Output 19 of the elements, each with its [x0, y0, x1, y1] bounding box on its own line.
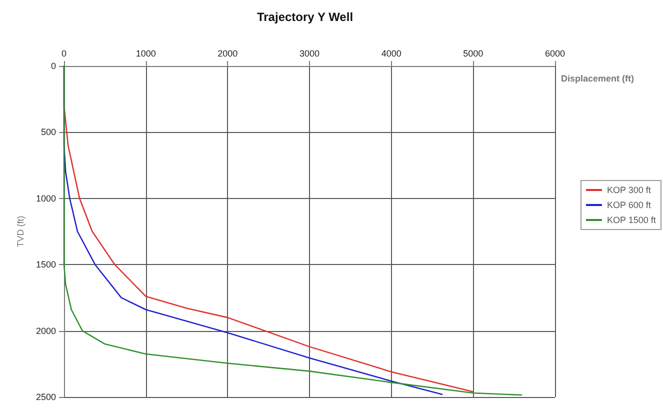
- x-tick-label: 1000: [136, 48, 156, 58]
- y-axis-title: TVD (ft): [16, 216, 26, 248]
- y-tick-label: 0: [50, 61, 56, 71]
- y-tick-label: 1000: [36, 193, 56, 204]
- x-tick-label: 2000: [218, 48, 238, 58]
- y-tick-label: 500: [40, 127, 56, 138]
- chart-title: Trajectory Y Well: [256, 10, 354, 24]
- x-tick-label: 5000: [463, 48, 484, 58]
- legend-label: KOP 600 ft: [606, 200, 652, 210]
- legend-label: KOP 300 ft: [606, 185, 652, 195]
- legend-label: KOP 1500 ft: [606, 215, 656, 225]
- x-axis-title: Displacement (ft): [561, 74, 634, 84]
- x-tick-label: 3000: [299, 48, 320, 58]
- y-tick-label: 1500: [36, 260, 56, 270]
- x-tick-label: 0: [61, 48, 67, 58]
- x-tick-label: 4000: [381, 48, 402, 58]
- x-tick-label: 6000: [544, 48, 566, 58]
- y-tick-label: 2000: [36, 326, 56, 336]
- y-tick-label: 2500: [36, 392, 56, 402]
